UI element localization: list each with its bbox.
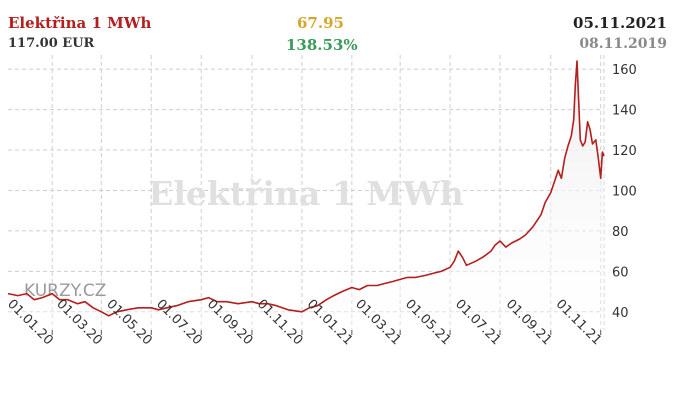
y-tick-label: 80: [612, 225, 629, 240]
change-absolute: 67.95: [297, 14, 344, 32]
y-axis-ticks: 40 60 80 100 120 140 160: [612, 63, 637, 321]
instrument-title: Elektřina 1 MWh: [8, 14, 152, 32]
price-line: [7, 60, 605, 317]
current-price: 117.00 EUR: [8, 36, 95, 51]
end-date: 05.11.2021: [573, 14, 667, 32]
chart-grid: [8, 55, 605, 330]
y-tick-label: 120: [612, 144, 637, 159]
change-percent: 138.53%: [286, 36, 358, 54]
y-tick-label: 100: [612, 184, 637, 199]
y-tick-label: 160: [612, 63, 637, 78]
y-tick-label: 60: [612, 265, 629, 280]
price-area: [8, 61, 604, 330]
y-tick-label: 140: [612, 104, 637, 119]
start-date: 08.11.2019: [579, 36, 667, 52]
y-tick-label: 40: [612, 306, 629, 321]
chart-watermark: Elektřina 1 MWh: [148, 174, 464, 213]
